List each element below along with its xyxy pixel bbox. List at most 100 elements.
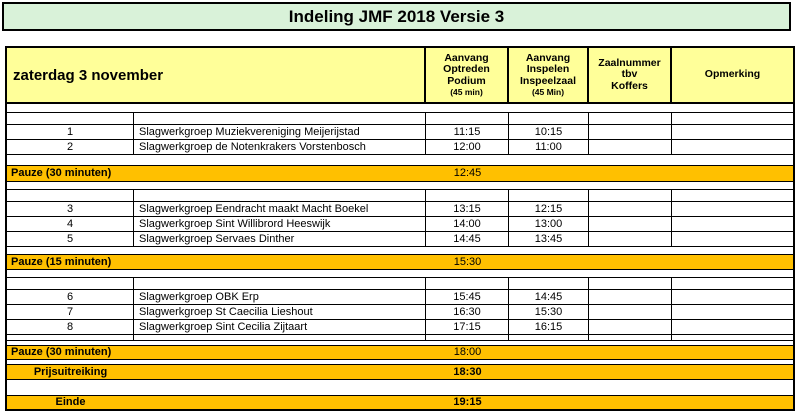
table-header-row: zaterdag 3 november Aanvang Optreden Pod… [7, 48, 793, 104]
blank-row [7, 189, 793, 201]
opmerking-cell [672, 202, 793, 216]
col-header-inspelen: Aanvang Inspelen Inspeelzaal (45 Min) [509, 48, 589, 102]
row-number-cell: 3 [7, 202, 134, 216]
inspelen-time-cell: 10:15 [509, 125, 589, 139]
blank-row [7, 334, 793, 340]
zaalnummer-cell [589, 140, 672, 154]
group-name-cell: Slagwerkgroep Muziekvereniging Meijerijs… [134, 125, 426, 139]
spacer-row [7, 246, 793, 254]
row-number-cell: 1 [7, 125, 134, 139]
col-header-zaalnummer-line3: Koffers [611, 79, 648, 92]
col-header-inspelen-line3: Inspeelzaal [519, 74, 577, 87]
col-header-opmerking-line1: Opmerking [704, 68, 761, 81]
opmerking-cell [672, 217, 793, 231]
inspelen-time-cell: 13:00 [509, 217, 589, 231]
spacer-row [7, 181, 793, 189]
event-time: 18:00 [453, 346, 482, 358]
performance-row: 3 Slagwerkgroep Eendracht maakt Macht Bo… [7, 201, 793, 216]
col-header-podium-line2: Optreden [443, 63, 490, 76]
group-name-cell: Slagwerkgroep St Caecilia Lieshout [134, 305, 426, 319]
blank-row [7, 277, 793, 289]
event-row-pauze-1: Pauze (30 minuten) 12:45 [7, 165, 793, 181]
col-header-podium-sub: (45 min) [450, 87, 483, 98]
group-name-cell: Slagwerkgroep de Notenkrakers Vorstenbos… [134, 140, 426, 154]
col-header-inspelen-line1: Aanvang [525, 51, 571, 64]
group-name-cell: Slagwerkgroep Sint Cecilia Zijtaart [134, 320, 426, 334]
inspelen-time-cell: 12:15 [509, 202, 589, 216]
row-number-cell: 5 [7, 232, 134, 246]
row-number-cell: 6 [7, 290, 134, 304]
inspelen-time-cell: 15:30 [509, 305, 589, 319]
date-header: zaterdag 3 november [7, 48, 426, 102]
group-name-cell: Slagwerkgroep Eendracht maakt Macht Boek… [134, 202, 426, 216]
row-number-cell: 7 [7, 305, 134, 319]
podium-time-cell: 14:00 [426, 217, 509, 231]
spacer-row [7, 379, 793, 395]
opmerking-cell [672, 320, 793, 334]
opmerking-cell [672, 140, 793, 154]
spacer-row [7, 154, 793, 165]
event-row-prijsuitreiking: Prijsuitreiking 18:30 [7, 364, 793, 379]
podium-time-cell: 12:00 [426, 140, 509, 154]
zaalnummer-cell [589, 202, 672, 216]
page-title: Indeling JMF 2018 Versie 3 [2, 2, 791, 31]
row-number-cell: 8 [7, 320, 134, 334]
row-number-cell: 2 [7, 140, 134, 154]
podium-time-cell: 13:15 [426, 202, 509, 216]
blank-row [7, 112, 793, 124]
zaalnummer-cell [589, 217, 672, 231]
performance-row: 6 Slagwerkgroep OBK Erp 15:45 14:45 [7, 289, 793, 304]
zaalnummer-cell [589, 125, 672, 139]
zaalnummer-cell [589, 320, 672, 334]
event-time: 19:15 [453, 396, 482, 408]
podium-time-cell: 16:30 [426, 305, 509, 319]
performance-row: 1 Slagwerkgroep Muziekvereniging Meijeri… [7, 124, 793, 139]
spacer-row [7, 104, 793, 112]
group-name-cell: Slagwerkgroep OBK Erp [134, 290, 426, 304]
spacer-row [7, 269, 793, 277]
event-label: Prijsuitreiking [33, 366, 108, 378]
performance-row: 8 Slagwerkgroep Sint Cecilia Zijtaart 17… [7, 319, 793, 334]
event-row-pauze-2: Pauze (15 minuten) 15:30 [7, 254, 793, 269]
inspelen-time-cell: 13:45 [509, 232, 589, 246]
opmerking-cell [672, 232, 793, 246]
spacer-row [7, 340, 793, 345]
podium-time-cell: 17:15 [426, 320, 509, 334]
inspelen-time-cell: 16:15 [509, 320, 589, 334]
zaalnummer-cell [589, 290, 672, 304]
podium-time-cell: 11:15 [426, 125, 509, 139]
event-row-pauze-3: Pauze (30 minuten) 18:00 [7, 345, 793, 359]
spacer-row [7, 359, 793, 364]
event-label: Pauze (30 minuten) [11, 167, 112, 179]
performance-row: 4 Slagwerkgroep Sint Willibrord Heeswijk… [7, 216, 793, 231]
event-time: 12:45 [453, 167, 482, 179]
col-header-zaalnummer: Zaalnummer tbv Koffers [589, 48, 672, 102]
col-header-inspelen-sub: (45 Min) [531, 87, 565, 98]
inspelen-time-cell: 14:45 [509, 290, 589, 304]
performance-row: 7 Slagwerkgroep St Caecilia Lieshout 16:… [7, 304, 793, 319]
col-header-podium-line3: Podium [447, 74, 486, 87]
event-time: 15:30 [453, 256, 482, 268]
zaalnummer-cell [589, 305, 672, 319]
zaalnummer-cell [589, 232, 672, 246]
event-time: 18:30 [453, 366, 482, 378]
group-name-cell: Slagwerkgroep Servaes Dinther [134, 232, 426, 246]
event-label: Einde [55, 396, 86, 408]
event-label: Pauze (15 minuten) [11, 256, 112, 268]
col-header-inspelen-line2: Inspelen [526, 63, 570, 76]
opmerking-cell [672, 125, 793, 139]
podium-time-cell: 14:45 [426, 232, 509, 246]
group-name-cell: Slagwerkgroep Sint Willibrord Heeswijk [134, 217, 426, 231]
col-header-opmerking: Opmerking [672, 48, 793, 102]
inspelen-time-cell: 11:00 [509, 140, 589, 154]
opmerking-cell [672, 290, 793, 304]
performance-row: 5 Slagwerkgroep Servaes Dinther 14:45 13… [7, 231, 793, 246]
podium-time-cell: 15:45 [426, 290, 509, 304]
event-row-einde: Einde 19:15 [7, 395, 793, 409]
event-label: Pauze (30 minuten) [11, 346, 112, 358]
performance-row: 2 Slagwerkgroep de Notenkrakers Vorstenb… [7, 139, 793, 154]
row-number-cell: 4 [7, 217, 134, 231]
col-header-zaalnummer-line2: tbv [621, 68, 638, 81]
col-header-podium: Aanvang Optreden Podium (45 min) [426, 48, 509, 102]
col-header-zaalnummer-line1: Zaalnummer [598, 56, 661, 69]
